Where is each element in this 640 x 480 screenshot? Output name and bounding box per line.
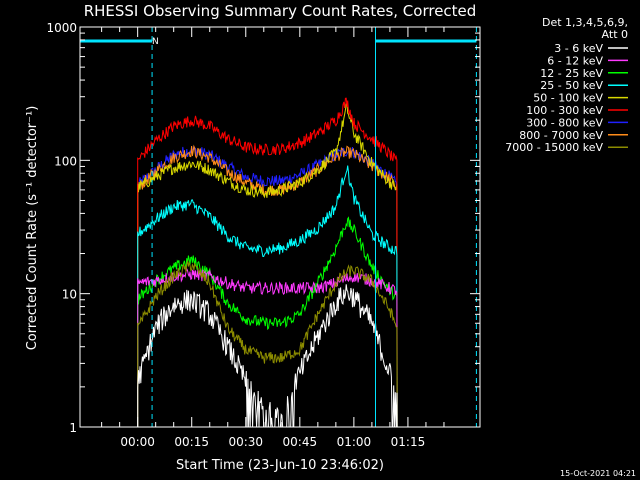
series-line-5: [137, 97, 398, 428]
night-label: N: [152, 37, 159, 47]
series-line-1: [137, 267, 398, 428]
legend-label: 6 - 12 keV: [547, 54, 603, 67]
x-tick-label: 00:45: [283, 435, 318, 449]
series-line-3: [137, 165, 398, 428]
series-line-6: [137, 146, 398, 428]
legend-label: 300 - 800 keV: [526, 116, 603, 129]
legend-label: 800 - 7000 keV: [519, 129, 603, 142]
plot-content: [79, 27, 477, 428]
y-tick-label: 10: [62, 288, 77, 302]
y-axis-label: Corrected Count Rate (s⁻¹ detector⁻¹): [25, 106, 40, 351]
legend-label: 25 - 50 keV: [540, 79, 603, 92]
legend-label: 7000 - 15000 keV: [505, 141, 603, 154]
plot-frame: [79, 26, 481, 428]
series-line-4: [137, 102, 398, 428]
y-tick-label: 100: [54, 154, 77, 168]
timestamp: 15-Oct-2021 04:21: [560, 469, 636, 478]
x-tick-label: 00:15: [174, 435, 209, 449]
series-line-8: [137, 259, 398, 428]
x-tick-label: 01:00: [337, 435, 372, 449]
legend-header-line-2: Att 0: [602, 28, 628, 41]
x-tick-label: 01:15: [391, 435, 426, 449]
y-tick-label: 1000: [46, 21, 77, 35]
chart-title: RHESSI Observing Summary Count Rates, Co…: [84, 2, 477, 20]
legend-label: 12 - 25 keV: [540, 67, 603, 80]
legend-label: 50 - 100 keV: [533, 92, 603, 105]
x-axis-label: Start Time (23-Jun-10 23:46:02): [176, 458, 384, 473]
x-tick-label: 00:00: [120, 435, 155, 449]
legend-header-line-1: Det 1,3,4,5,6,9,: [542, 16, 628, 29]
x-tick-label: 00:30: [228, 435, 263, 449]
legend-label: 3 - 6 keV: [554, 42, 603, 55]
series-line-2: [137, 216, 398, 428]
y-tick-label: 1: [69, 421, 77, 435]
legend-label: 100 - 300 keV: [526, 104, 603, 117]
axes: 1 10 100 1000 00:00 00:15 00:30 00:45 01:00 01:15: [46, 21, 481, 449]
